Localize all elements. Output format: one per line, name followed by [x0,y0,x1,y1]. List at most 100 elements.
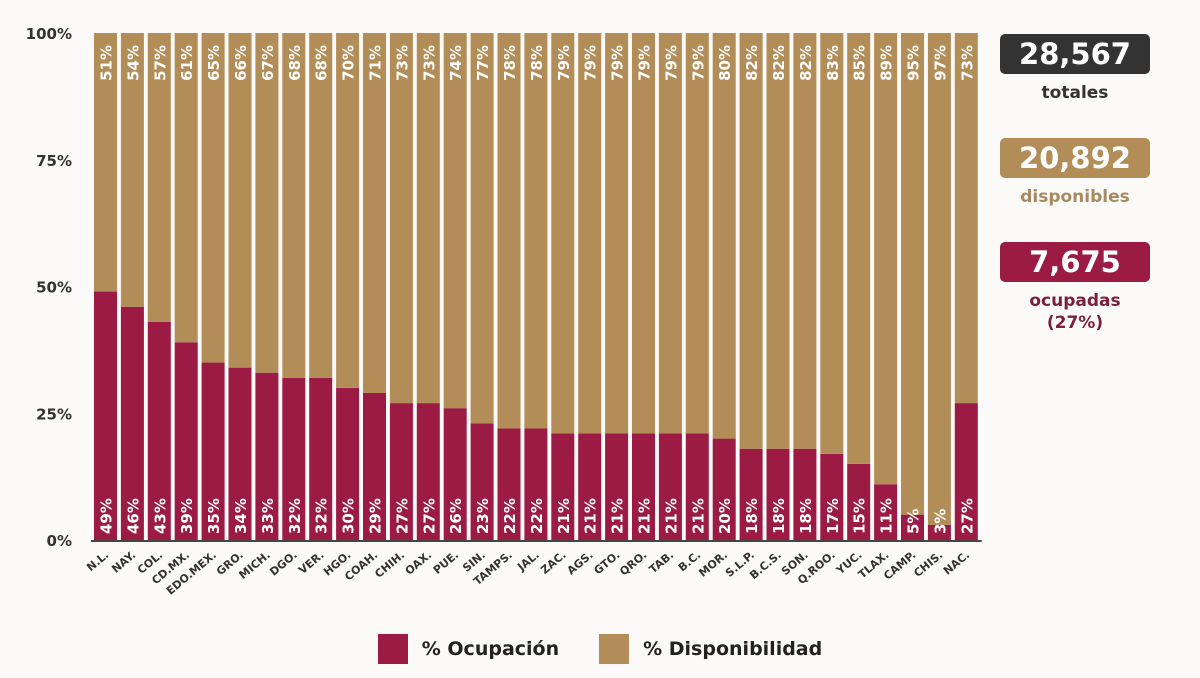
data-label-disponibilidad: 68% [286,45,304,81]
x-tick-label: NAY. [109,548,138,575]
bar-ocupacion [174,342,198,540]
data-label-ocupacion: 21% [609,498,627,534]
data-label-disponibilidad: 74% [447,45,465,81]
bar-disponibilidad [766,33,790,449]
kpi-occupied: 7,675 ocupadas (27%) [1000,242,1150,334]
data-label-ocupacion: 27% [393,498,411,534]
bar-disponibilidad [416,33,440,404]
bar-ocupacion [632,433,655,540]
x-tick-label: ZAC. [538,548,568,576]
bar-disponibilidad [954,33,978,404]
data-label-ocupacion: 33% [259,498,277,534]
data-label-disponibilidad: 77% [474,45,492,81]
bar-ocupacion [874,484,898,540]
data-label-ocupacion: 5% [905,509,923,534]
kpi-available-value: 20,892 [1000,138,1150,178]
data-label-ocupacion: 18% [743,498,761,534]
data-label-disponibilidad: 71% [367,45,385,81]
data-label-disponibilidad: 79% [555,45,573,81]
data-label-ocupacion: 21% [555,498,573,534]
data-label-disponibilidad: 80% [716,45,734,81]
x-tick-label: CHIS. [911,548,945,579]
x-tick-label: DGO. [267,548,299,578]
data-label-ocupacion: 34% [232,498,250,534]
data-label-ocupacion: 11% [878,498,896,534]
legend-swatch-ocupacion [377,634,408,664]
bar-disponibilidad [658,33,682,434]
data-label-disponibilidad: 51% [98,45,116,81]
y-tick-label: 50% [36,279,72,297]
stacked-bar-chart: 0% 25% 50% 75% 100% 49% 51% N.L. 46% 54% NAY. 43% 57… [26,25,982,598]
x-tick-label: N.L. [84,548,111,574]
bar-ocupacion [389,403,413,540]
bar-disponibilidad [712,33,736,439]
data-label-disponibilidad: 79% [609,45,627,81]
data-label-ocupacion: 22% [528,498,546,534]
bar-disponibilidad [228,33,252,368]
data-label-disponibilidad: 67% [259,45,277,81]
x-tick-label: MOR. [696,548,730,579]
bar-disponibilidad [309,33,333,378]
data-label-ocupacion: 21% [689,498,707,534]
data-label-disponibilidad: 82% [770,45,788,81]
bar-disponibilidad [336,33,360,388]
data-label-disponibilidad: 70% [340,45,358,81]
bar-ocupacion [766,448,790,540]
data-label-disponibilidad: 85% [851,45,869,81]
bar-disponibilidad [363,33,386,393]
data-label-ocupacion: 27% [420,498,438,534]
bar-disponibilidad [255,33,279,373]
bar-ocupacion [201,362,225,540]
x-tick-label: MICH. [237,548,273,581]
data-label-ocupacion: 39% [178,498,196,534]
data-label-ocupacion: 15% [851,498,869,534]
bar-disponibilidad [820,33,844,454]
data-label-ocupacion: 35% [205,498,223,534]
data-label-ocupacion: 49% [98,498,116,534]
data-label-disponibilidad: 79% [689,45,707,81]
bar-ocupacion [551,433,575,540]
bar-ocupacion [685,433,709,540]
kpi-occupied-label: ocupadas [1029,291,1121,311]
data-label-ocupacion: 18% [797,498,815,534]
data-label-disponibilidad: 82% [797,45,815,81]
bar-disponibilidad [201,33,225,363]
y-tick-label: 0% [47,532,72,550]
data-label-ocupacion: 20% [716,498,734,534]
data-label-ocupacion: 29% [367,498,385,534]
bar-disponibilidad [605,33,629,434]
data-label-disponibilidad: 73% [420,45,438,81]
bar-disponibilidad [443,33,467,409]
y-tick-label: 75% [36,152,72,170]
bar-ocupacion [416,403,440,540]
bar-disponibilidad [470,33,494,424]
bar-ocupacion [820,453,844,540]
bar-ocupacion [443,408,467,540]
data-label-ocupacion: 18% [770,498,788,534]
data-label-ocupacion: 27% [958,498,976,534]
bar-ocupacion [228,367,252,540]
kpi-occupied-value: 7,675 [1000,242,1150,282]
bar-ocupacion [524,428,548,540]
data-label-ocupacion: 21% [662,498,680,534]
data-label-ocupacion: 21% [582,498,600,534]
bar-ocupacion [901,514,924,540]
data-label-ocupacion: 21% [636,498,654,534]
data-label-disponibilidad: 83% [824,45,842,81]
data-label-ocupacion: 3% [931,509,949,534]
kpi-available: 20,892 disponibles [1000,138,1150,208]
bar-ocupacion [255,372,279,540]
bar-ocupacion [578,433,602,540]
data-label-disponibilidad: 66% [232,45,250,81]
bar-disponibilidad [120,33,144,307]
data-label-disponibilidad: 97% [931,45,949,81]
data-label-disponibilidad: 78% [501,45,519,81]
legend: % Ocupación % Disponibilidad [0,634,1200,664]
data-label-disponibilidad: 95% [905,45,923,81]
bar-disponibilidad [389,33,413,404]
x-tick-label: VER. [296,548,326,577]
kpi-available-label: disponibles [1020,187,1130,207]
legend-item-disponibilidad: % Disponibilidad [599,634,822,664]
bar-disponibilidad [793,33,817,449]
bar-disponibilidad [739,33,763,449]
